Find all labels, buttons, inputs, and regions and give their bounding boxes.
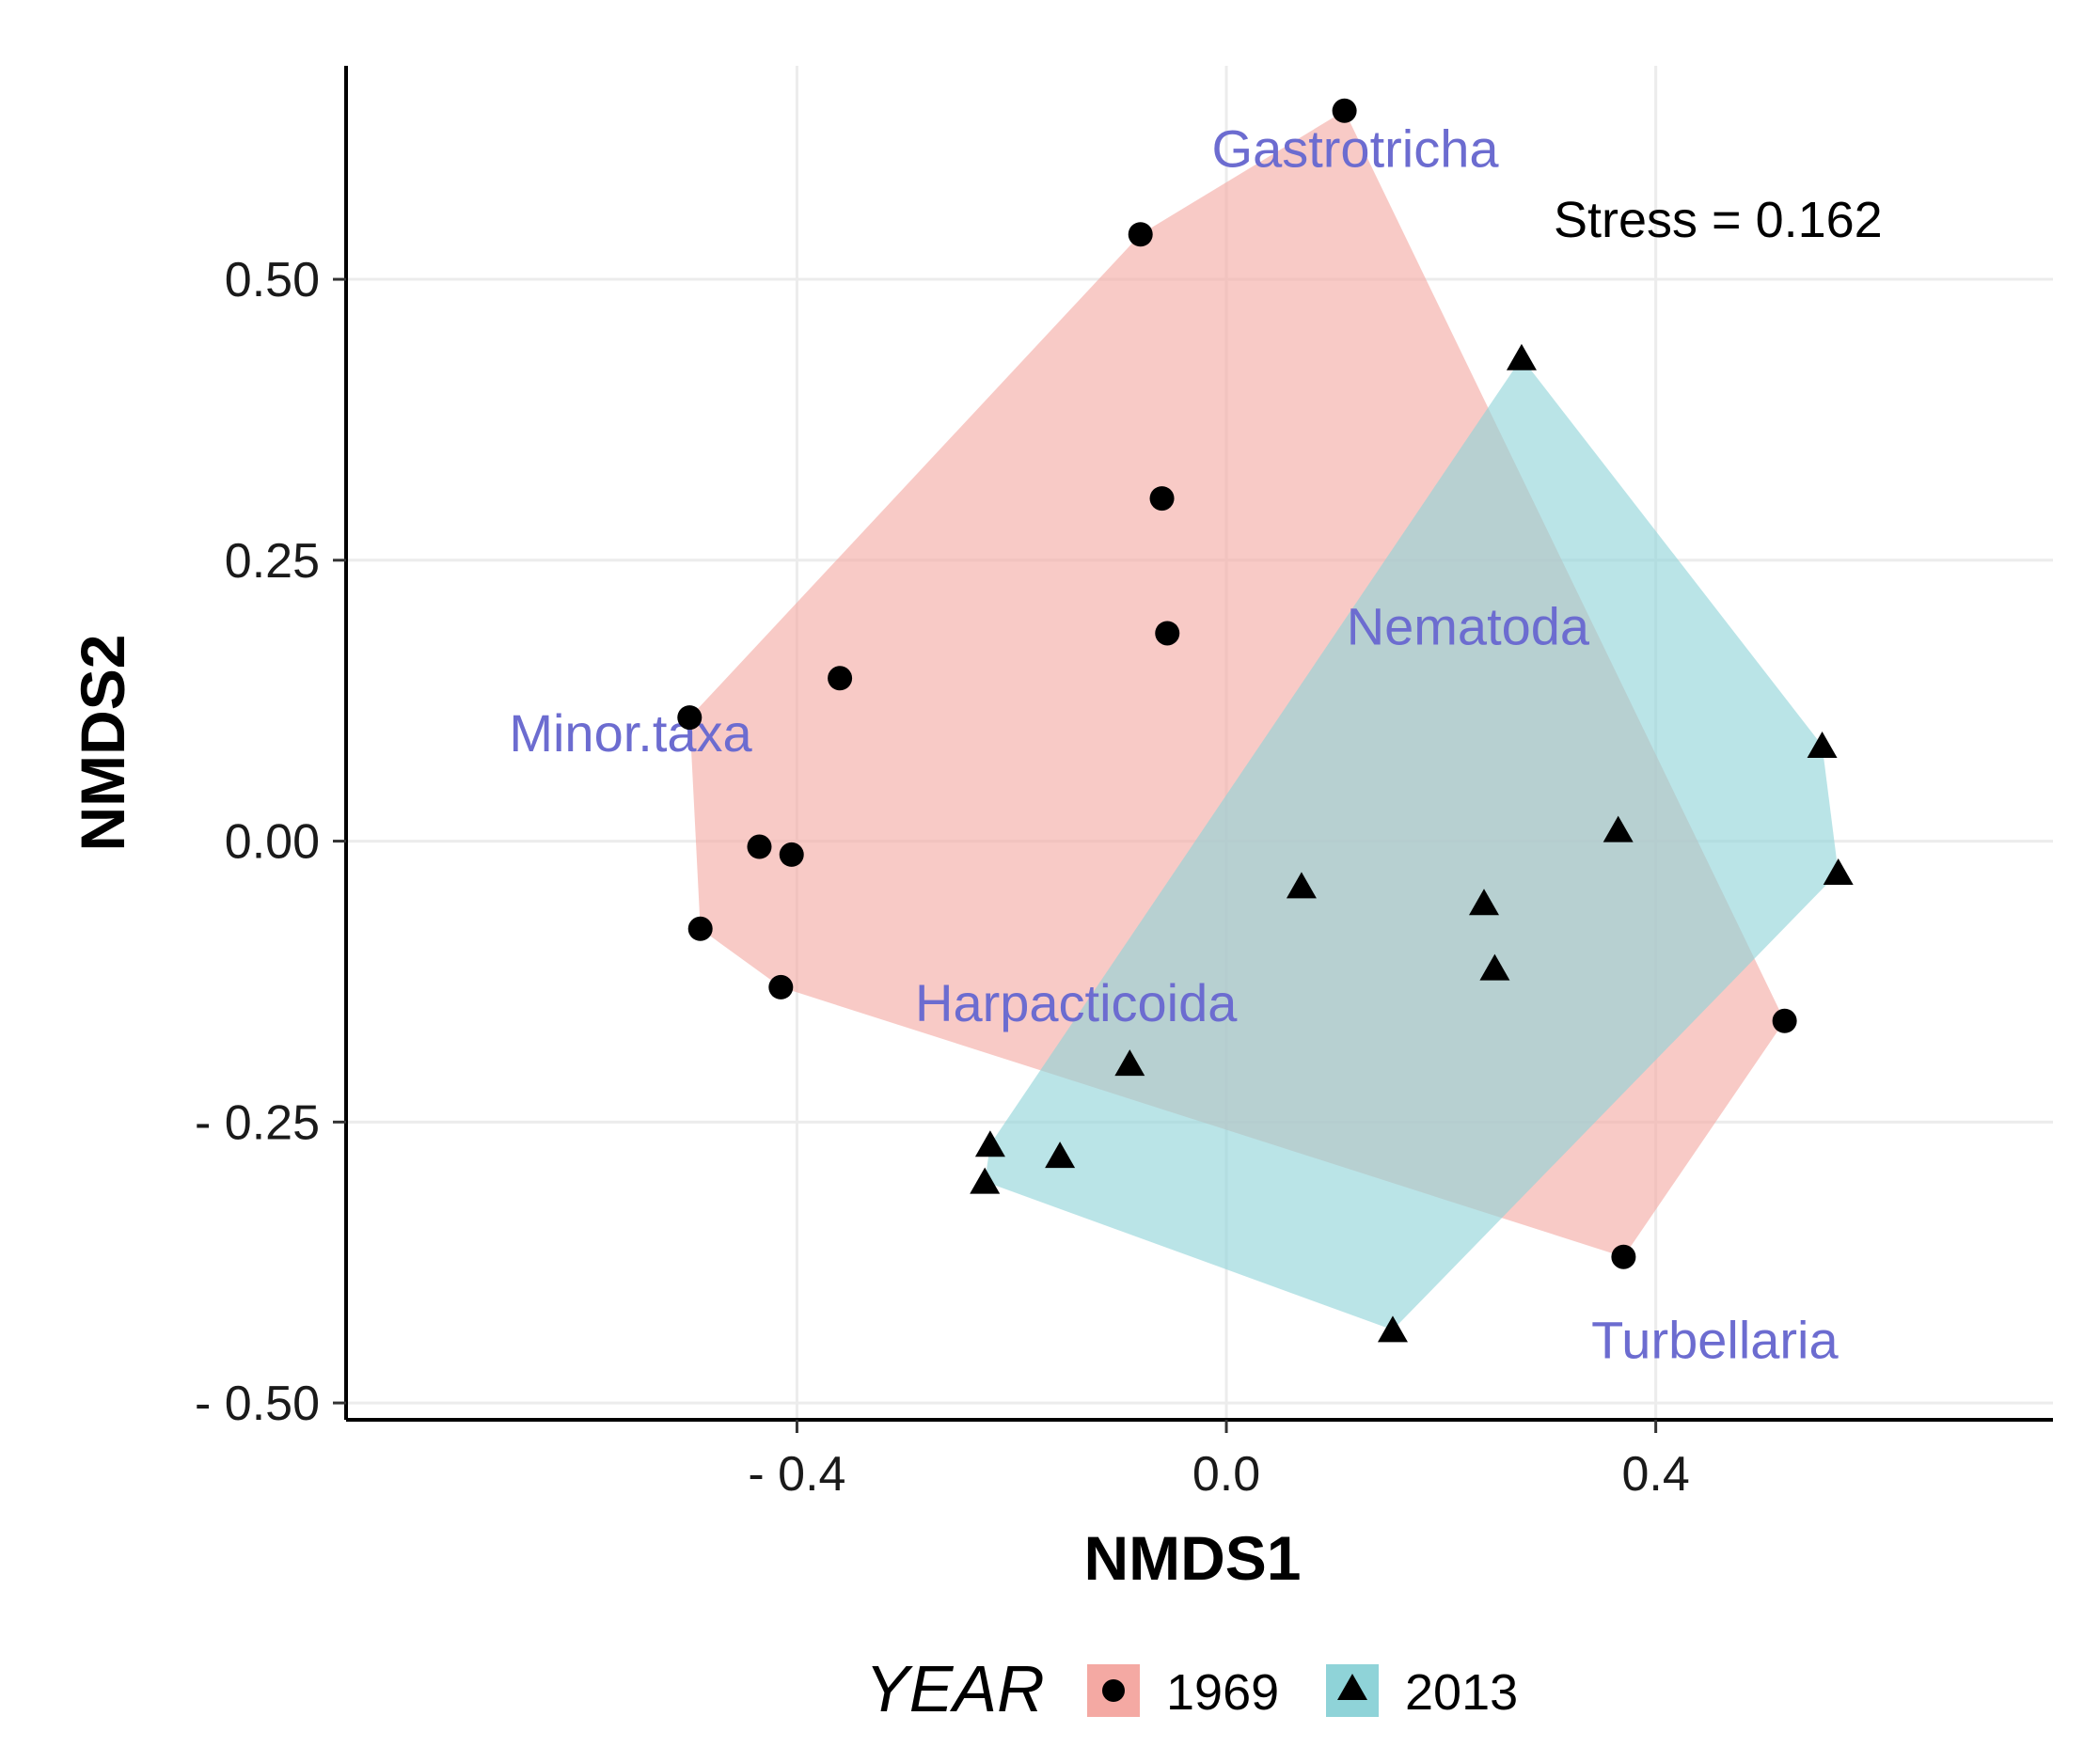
hull-2013	[985, 357, 1839, 1330]
point-2013	[1286, 872, 1317, 899]
point-2013	[974, 1130, 1005, 1157]
point-2013	[1506, 343, 1537, 370]
legend-key-2013-triangle-icon	[1337, 1674, 1367, 1700]
point-2013	[1377, 1315, 1408, 1343]
point-1969	[779, 842, 804, 867]
axes	[344, 66, 2053, 1422]
y-tick-label: 0.25	[225, 534, 320, 589]
species-label-harpacticoida: Harpacticoida	[915, 973, 1238, 1032]
species-labels: Gastrotricha Nematoda Minor.taxa Harpactico…	[509, 119, 1839, 1370]
hull-polygons	[689, 110, 1839, 1330]
point-1969	[1772, 1008, 1797, 1033]
y-axis-title: NMDS2	[68, 634, 137, 851]
point-1969	[768, 974, 794, 1000]
point-2013	[1807, 731, 1838, 758]
y-tick-label: - 0.25	[195, 1095, 320, 1150]
legend-title: YEAR	[865, 1652, 1045, 1725]
legend-label-1969: 1969	[1166, 1664, 1279, 1721]
legend-key-1969-circle-icon	[1102, 1679, 1125, 1702]
data-points	[677, 98, 1854, 1343]
point-1969	[1611, 1244, 1636, 1269]
y-tick-label: - 0.50	[195, 1377, 320, 1431]
point-1969	[1149, 486, 1175, 512]
x-tick-label: 0.0	[1192, 1447, 1260, 1502]
point-1969	[687, 916, 713, 941]
point-1969	[828, 666, 853, 691]
y-tick-label: 0.00	[225, 815, 320, 870]
species-label-minor-taxa: Minor.taxa	[509, 703, 752, 763]
point-2013	[1479, 953, 1510, 981]
point-2013	[1823, 858, 1854, 886]
x-axis-title: NMDS1	[1083, 1523, 1301, 1593]
point-1969	[1155, 621, 1180, 646]
species-label-nematoda: Nematoda	[1347, 596, 1590, 655]
point-2013	[1469, 889, 1499, 916]
legend: YEAR 1969 2013	[865, 1652, 1518, 1725]
point-1969	[1128, 222, 1153, 247]
point-2013	[1114, 1049, 1145, 1077]
species-label-turbellaria: Turbellaria	[1591, 1310, 1839, 1369]
point-1969	[747, 834, 772, 859]
point-1969	[1332, 98, 1357, 123]
x-tick-label: 0.4	[1621, 1447, 1689, 1502]
point-2013	[1603, 815, 1634, 842]
point-1969	[677, 705, 703, 731]
legend-label-2013: 2013	[1405, 1664, 1518, 1721]
point-2013	[970, 1167, 1001, 1194]
x-tick-label: - 0.4	[748, 1447, 845, 1502]
y-tick-label: 0.50	[225, 253, 320, 307]
species-label-gastrotricha: Gastrotricha	[1212, 119, 1500, 179]
stress-label: Stress = 0.162	[1554, 192, 1883, 248]
point-2013	[1045, 1141, 1076, 1169]
axis-ticks: - 0.4 0.0 0.4 0.50 0.25 0.00 - 0.25 - 0.50	[195, 253, 1690, 1502]
